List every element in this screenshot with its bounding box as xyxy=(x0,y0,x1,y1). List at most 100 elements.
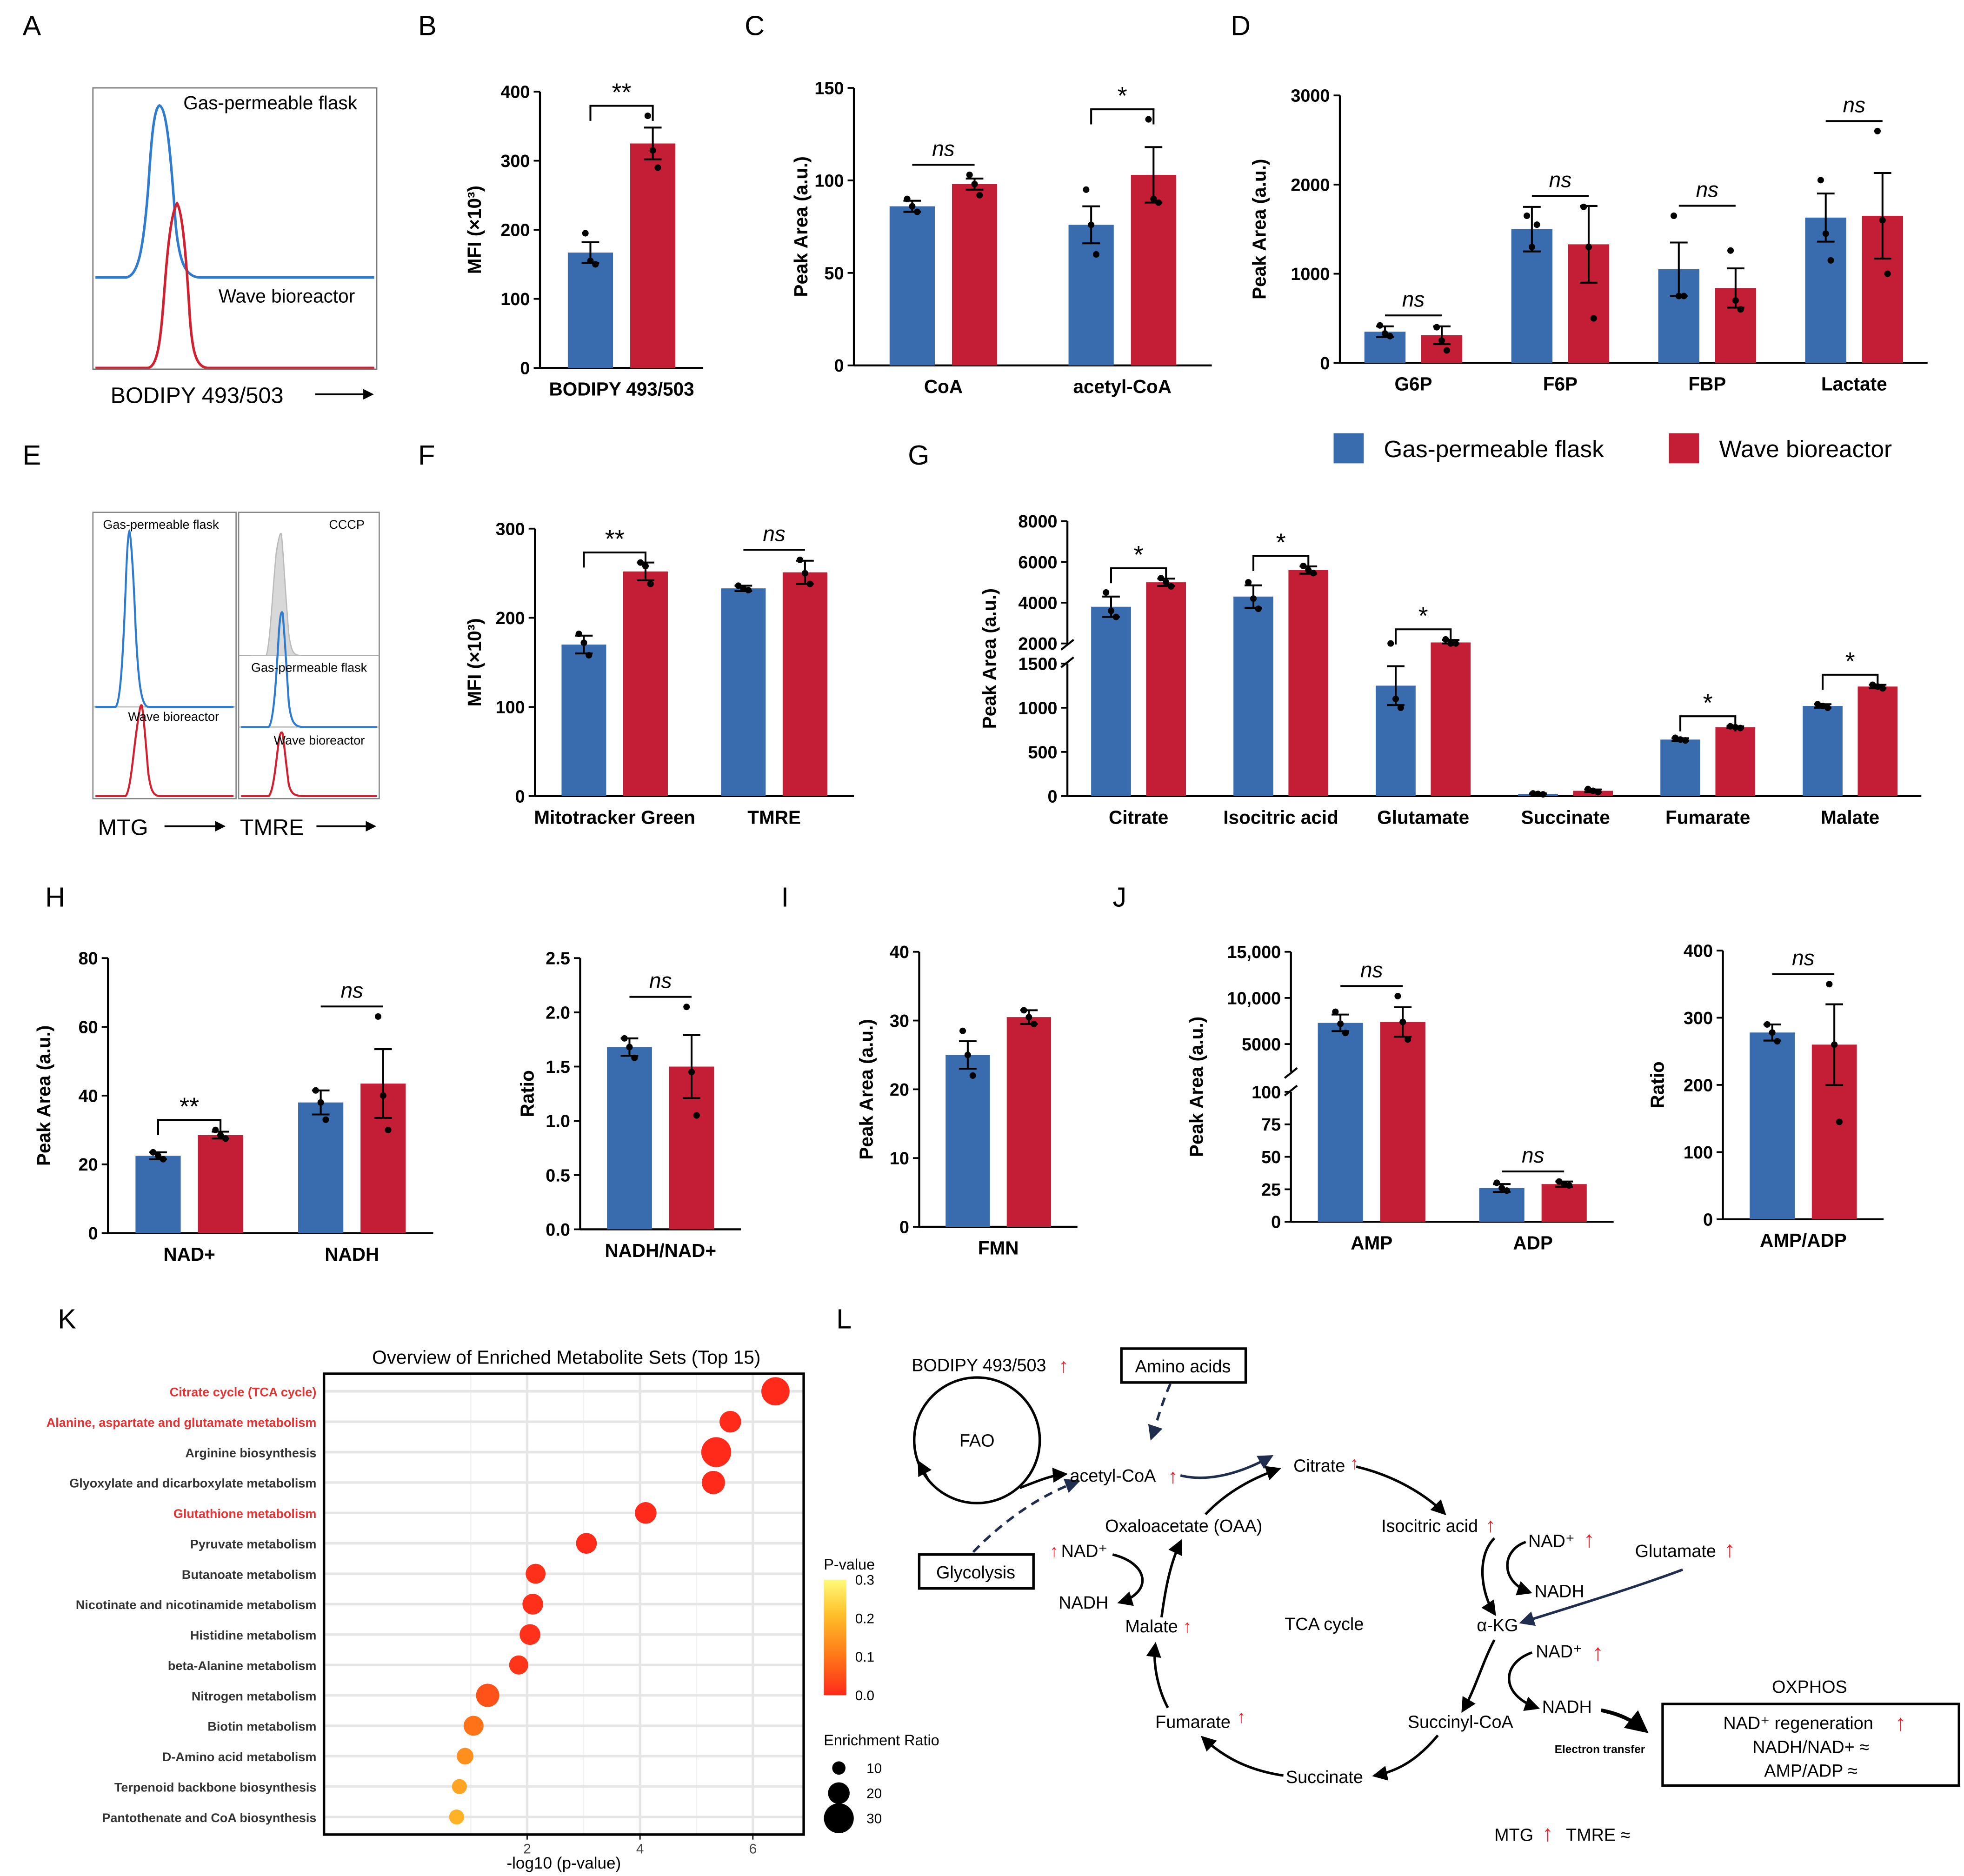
pathway-electron-transfer: Electron transfer xyxy=(1555,1743,1645,1756)
metabolite-set-label: beta-Alanine metabolism xyxy=(168,1659,317,1673)
pathway-akg: α-KG xyxy=(1477,1616,1518,1635)
enrichment-dot xyxy=(526,1563,546,1584)
histogram-tmre-flask xyxy=(241,611,377,728)
significance-label: ** xyxy=(612,79,632,106)
metabolite-set-label: Glutathione metabolism xyxy=(173,1507,317,1521)
x-tick-label: Fumarate xyxy=(1665,806,1750,828)
y-tick-label: 20 xyxy=(79,1155,98,1175)
data-point xyxy=(1879,685,1886,692)
data-point xyxy=(150,1149,157,1156)
pathway-nad-2: NAD⁺ xyxy=(1536,1642,1582,1662)
enrichment-dot xyxy=(522,1594,543,1615)
data-point xyxy=(1732,297,1739,304)
data-point xyxy=(1836,1118,1843,1125)
y-tick-label: 300 xyxy=(1684,1009,1713,1028)
data-point xyxy=(735,582,742,589)
data-point xyxy=(1580,203,1587,210)
bar-wave xyxy=(1288,570,1329,796)
data-point xyxy=(1737,306,1744,313)
significance-label: ns xyxy=(1360,958,1383,982)
bar-wave xyxy=(1857,686,1898,796)
data-point xyxy=(1405,1036,1411,1043)
x-tick-label: FMN xyxy=(978,1237,1019,1258)
y-tick-label: 10 xyxy=(890,1149,909,1169)
panel-letter-e: E xyxy=(23,439,41,471)
y-tick-label: 500 xyxy=(1028,743,1057,762)
panel-k-chart: K Overview of Enriched Metabolite Sets (T… xyxy=(47,1304,939,1872)
y-tick-label: 2000 xyxy=(1018,634,1057,654)
data-point xyxy=(1827,257,1834,264)
x-tick-label: NADH/NAD+ xyxy=(605,1240,716,1261)
bar-wave xyxy=(1431,642,1471,796)
data-point xyxy=(1399,1018,1406,1025)
histogram-tmre-wave xyxy=(241,731,377,798)
pathway-arrow-malate-oaa xyxy=(1160,1539,1182,1618)
data-point xyxy=(683,1004,690,1011)
enrichment-dot xyxy=(449,1809,464,1825)
axis-break-mark xyxy=(1060,639,1074,651)
bar-flask xyxy=(721,588,766,796)
enrichment-dot xyxy=(452,1779,467,1794)
data-point xyxy=(971,180,978,187)
pathway-citrate: Citrate xyxy=(1293,1457,1345,1476)
significance-label: * xyxy=(1134,541,1144,569)
data-point xyxy=(909,203,916,210)
significance-label: ** xyxy=(605,525,625,553)
data-point xyxy=(1452,640,1459,647)
legend-swatch-wave xyxy=(1669,433,1699,464)
pathway-arrow-citrate-isocitric xyxy=(1356,1465,1446,1516)
significance-bracket xyxy=(1679,715,1737,732)
enrichment-dot xyxy=(476,1683,499,1707)
x-tick-label: Lactate xyxy=(1821,373,1887,395)
data-point xyxy=(1769,1029,1776,1036)
data-point xyxy=(644,113,651,120)
bar-wave xyxy=(623,571,668,796)
y-tick-label: 400 xyxy=(500,83,530,102)
data-point xyxy=(1590,315,1597,322)
data-point xyxy=(1112,613,1119,620)
histogram-frame xyxy=(92,87,378,370)
data-point xyxy=(1245,579,1252,586)
data-point xyxy=(964,1051,971,1058)
y-tick-label: 100 xyxy=(814,171,844,191)
bar-flask xyxy=(1479,1188,1525,1222)
significance-bracket xyxy=(1822,673,1879,690)
bar-flask xyxy=(1233,596,1273,796)
histogram-curve-wave xyxy=(95,201,374,369)
colorbar-tick-label: 0.2 xyxy=(855,1611,874,1626)
pathway-acetyl-up: ↑ xyxy=(1168,1465,1178,1488)
data-point xyxy=(154,1152,161,1159)
data-point xyxy=(1387,640,1394,647)
data-point xyxy=(1092,251,1099,258)
label-tmre-flask: Gas-permeable flask xyxy=(251,661,367,675)
data-point xyxy=(217,1131,224,1138)
x-tick-label: BODIPY 493/503 xyxy=(549,379,694,400)
y-axis-label: Ratio xyxy=(1647,1061,1668,1108)
y-tick-label: 80 xyxy=(79,949,98,969)
bar-flask xyxy=(1660,739,1700,796)
pathway-oxphos-line-1: NAD⁺ regeneration xyxy=(1723,1714,1873,1733)
significance-label: ns xyxy=(1696,178,1718,202)
y-tick-label: 100 xyxy=(496,698,525,718)
pathway-oxphos-line-2: NADH/NAD+ ≈ xyxy=(1752,1737,1869,1757)
panel-letter-f: F xyxy=(418,439,435,471)
bar-flask xyxy=(567,253,613,368)
data-point xyxy=(1381,330,1388,337)
histogram-frame-mtg xyxy=(92,512,237,799)
data-point xyxy=(385,1126,392,1133)
y-axis-label: Ratio xyxy=(517,1070,538,1117)
pathway-nadh-2: NADH xyxy=(1542,1697,1592,1717)
panel-letter-j1: J xyxy=(1112,881,1126,912)
y-tick-label: 1.0 xyxy=(546,1112,570,1131)
bar-wave xyxy=(198,1135,243,1233)
pathway-citrate-up: ↑ xyxy=(1350,1454,1359,1473)
panel-d-chart: D 0 1000 2000 3000 Peak Area (a.u.) G6P ns F6P ns… xyxy=(1231,10,1928,395)
panel-f-chart: F 0 100 200 300 MFI (×10³) Mitotracker Green **… xyxy=(418,439,854,828)
significance-bracket xyxy=(1110,567,1167,584)
data-point xyxy=(1083,186,1090,193)
size-legend-label: 10 xyxy=(866,1761,882,1776)
bar-wave xyxy=(1380,1022,1425,1222)
data-point xyxy=(1255,605,1262,612)
data-point xyxy=(693,1112,700,1119)
